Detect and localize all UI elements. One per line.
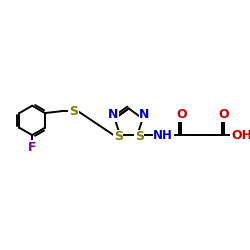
Text: F: F (28, 140, 36, 153)
Text: S: S (69, 105, 78, 118)
Text: S: S (114, 130, 123, 143)
Text: S: S (135, 130, 144, 143)
Text: OH: OH (232, 128, 250, 141)
Text: N: N (108, 108, 118, 122)
Text: NH: NH (153, 128, 173, 141)
Text: O: O (218, 108, 229, 121)
Text: O: O (176, 108, 187, 121)
Text: N: N (139, 108, 150, 122)
